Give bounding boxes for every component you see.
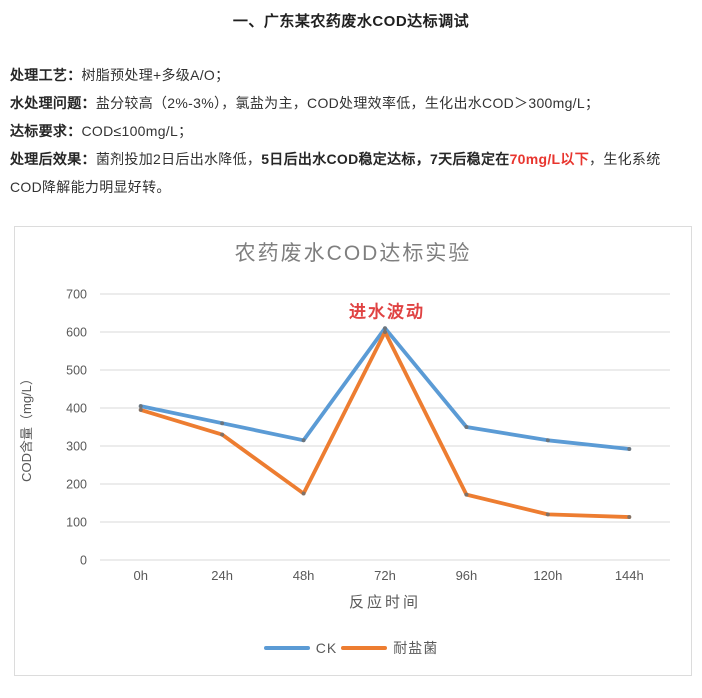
page-title: 一、广东某农药废水COD达标调试 — [232, 13, 470, 30]
y-axis-tick: 400 — [66, 402, 87, 416]
x-axis-tick: 48h — [293, 568, 315, 583]
problem-label: 水处理问题： — [10, 95, 96, 111]
data-point — [545, 438, 550, 443]
data-point — [138, 404, 143, 409]
y-axis-title: COD含量（mg/L） — [19, 372, 34, 482]
legend-swatch-CK — [263, 646, 310, 650]
y-axis-tick: 100 — [66, 516, 87, 530]
effect-text-1: 菌剂投加2日后出水降低， — [95, 151, 262, 167]
chart-title: 农药废水COD达标实验 — [234, 242, 472, 265]
paragraph-effect: 处理后效果：菌剂投加2日后出水降低，5日后出水COD稳定达标，7天后稳定在70m… — [10, 145, 692, 201]
series-line-耐盐菌 — [138, 330, 632, 519]
data-point — [383, 330, 387, 334]
data-point — [464, 492, 469, 497]
chart-card: 农药废水COD达标实验 0 100 200 300 400 500 600 700 0h 24h 4… — [14, 226, 692, 676]
y-axis-tick: 200 — [66, 478, 87, 492]
x-axis-tick: 24h — [211, 568, 233, 583]
summary-paragraphs: 处理工艺：树脂预处理+多级A/O； 水处理问题：盐分较高（2%-3%），氯盐为主… — [10, 61, 692, 201]
x-axis-tick: 72h — [374, 568, 396, 583]
legend-label-耐盐菌: 耐盐菌 — [393, 640, 439, 656]
effect-text-2: 5日后出水COD稳定达标，7天后稳定在 — [261, 151, 510, 167]
x-axis-title: 反应时间 — [349, 593, 421, 611]
data-point — [627, 515, 632, 520]
legend-label-CK: CK — [315, 640, 338, 656]
process-label: 处理工艺： — [10, 67, 82, 83]
annotation-inflow-fluctuation: 进水波动 — [349, 302, 425, 322]
requirement-label: 达标要求： — [10, 123, 82, 139]
x-axis-tick: 96h — [456, 568, 478, 583]
data-point — [545, 512, 550, 517]
effect-label: 处理后效果： — [10, 151, 96, 167]
y-axis-tick: 600 — [66, 326, 87, 340]
legend-swatch-耐盐菌 — [341, 646, 388, 650]
chart-legend: CK 耐盐菌 — [15, 638, 691, 658]
x-axis-tick: 120h — [533, 568, 562, 583]
y-axis-tick: 700 — [66, 288, 87, 302]
data-point — [301, 491, 306, 496]
paragraph-requirement: 达标要求：COD≤100mg/L； — [10, 117, 692, 145]
legend-item-CK: CK — [263, 640, 341, 656]
x-axis-tick: 144h — [615, 568, 644, 583]
effect-text-3: ，生化系统COD降解能力明显好转。 — [10, 151, 661, 195]
y-axis-tick: 0 — [80, 554, 87, 568]
process-text: 树脂预处理+多级A/O； — [81, 67, 230, 83]
paragraph-process: 处理工艺：树脂预处理+多级A/O； — [10, 61, 692, 89]
data-point — [220, 432, 225, 437]
effect-highlight: 70mg/L以下 — [509, 151, 590, 167]
legend-item-耐盐菌: 耐盐菌 — [341, 638, 442, 658]
y-axis-tick: 300 — [66, 440, 87, 454]
paragraph-problem: 水处理问题：盐分较高（2%-3%），氯盐为主，COD处理效率低，生化出水COD＞… — [10, 89, 692, 117]
data-point — [383, 326, 387, 331]
y-axis-tick: 500 — [66, 364, 87, 378]
data-point — [220, 421, 225, 426]
data-point — [301, 438, 306, 443]
data-point — [464, 425, 469, 429]
data-point — [138, 407, 143, 412]
x-axis-tick: 0h — [133, 568, 147, 583]
cod-line-chart: 0 100 200 300 400 500 600 700 0h 24h 48h 72h 96h 120h… — [19, 288, 670, 611]
problem-text: 盐分较高（2%-3%），氯盐为主，COD处理效率低，生化出水COD＞300mg/… — [95, 95, 600, 111]
data-point — [627, 447, 632, 452]
requirement-text: COD≤100mg/L； — [81, 123, 193, 139]
